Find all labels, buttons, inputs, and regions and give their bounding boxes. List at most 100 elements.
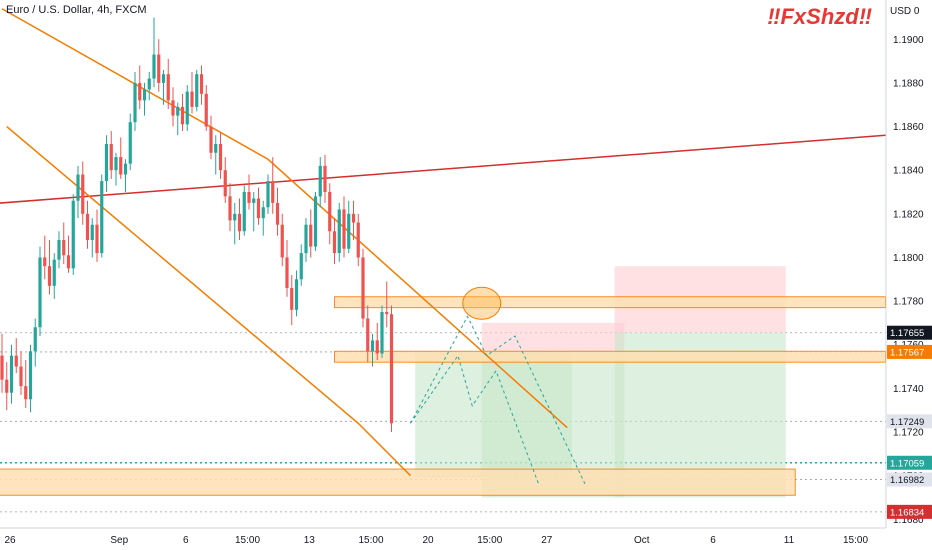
- candle-body: [52, 259, 56, 286]
- candle-body: [247, 192, 251, 203]
- channel-upper-line: [1, 8, 568, 429]
- candle-body: [104, 144, 109, 182]
- y-tick-label: 1.1860: [893, 122, 924, 133]
- candle-body: [119, 157, 123, 175]
- candle-body: [100, 181, 104, 254]
- y-tick-label: 1.1820: [893, 209, 924, 220]
- price-tag-bg: [887, 472, 932, 487]
- candle-body: [309, 224, 313, 247]
- x-tick-label: 15:00: [235, 535, 260, 546]
- price-tag-bg: [887, 455, 932, 470]
- candle-body: [233, 213, 237, 221]
- y-tick-label: 1.1780: [893, 297, 924, 308]
- highlight-circle: [462, 286, 502, 320]
- candle-body: [166, 74, 170, 101]
- projected-path: [410, 354, 540, 485]
- candle-body: [33, 327, 37, 352]
- y-tick-label: 1.1880: [893, 78, 924, 89]
- candle-body: [299, 253, 303, 280]
- candle-body: [190, 91, 194, 107]
- candle-body: [171, 100, 175, 116]
- candle-body: [285, 257, 289, 288]
- candle-body: [271, 181, 275, 203]
- candle-body: [0, 355, 4, 380]
- watermark-logo: ‼FxShzd‼: [767, 4, 872, 29]
- candle-body: [109, 144, 113, 171]
- zone-resistance: [334, 296, 886, 309]
- candle-body: [43, 257, 47, 267]
- y-tick-label: 1.1900: [893, 35, 924, 46]
- candle-body: [5, 379, 9, 393]
- x-tick-label: 6: [710, 535, 716, 546]
- candle-body: [261, 207, 265, 219]
- candle-body: [66, 255, 71, 269]
- x-tick-label: 13: [304, 535, 316, 546]
- candle-body: [76, 174, 80, 201]
- x-tick-label: Oct: [634, 535, 650, 546]
- price-tag-bg: [887, 325, 932, 340]
- candle-body: [366, 318, 370, 352]
- plot-area: [0, 8, 886, 513]
- x-tick-label: 26: [4, 535, 16, 546]
- candle-body: [256, 198, 261, 219]
- candle-body: [356, 222, 360, 258]
- candle-body: [38, 257, 42, 328]
- candle-body: [128, 122, 132, 164]
- price-tag-bg: [887, 504, 932, 519]
- candle-body: [290, 288, 294, 310]
- candle-body: [14, 355, 18, 367]
- candle-body: [237, 213, 242, 232]
- price-tag-bg: [887, 414, 932, 429]
- candle-body: [133, 82, 137, 123]
- time-axis-bg: [0, 528, 932, 550]
- candle-body: [337, 209, 341, 254]
- zone-support: [0, 468, 796, 496]
- candle-body: [176, 106, 180, 116]
- symbol-header[interactable]: Euro / U.S. Dollar, 4h, FXCM: [6, 4, 147, 16]
- candle-body: [9, 355, 14, 393]
- candle-body: [47, 266, 52, 286]
- candle-body: [242, 192, 246, 232]
- candle-body: [209, 126, 213, 153]
- candle-body: [380, 312, 384, 354]
- zone-mid: [334, 350, 886, 363]
- candle-body: [19, 366, 23, 387]
- candle-body: [214, 144, 218, 153]
- candle-body: [313, 196, 318, 247]
- time-axis: 26 Sep 6 15:00 13 15:00 20 15:00 27 Oct 6 11 15:00: [0, 527, 932, 550]
- candle-body: [228, 196, 232, 221]
- price-tag-label: 1.17567: [890, 347, 924, 358]
- x-tick-label: 15:00: [477, 535, 502, 546]
- candle-body: [71, 200, 75, 269]
- candle-body: [361, 257, 365, 319]
- candle-body: [28, 351, 33, 400]
- x-tick-label: 15:00: [358, 535, 383, 546]
- candle-body: [152, 54, 156, 79]
- candle-body: [157, 54, 161, 83]
- candle-body: [294, 279, 299, 310]
- x-tick-label: Sep: [110, 535, 128, 546]
- candle-body: [114, 157, 118, 171]
- candle-body: [195, 74, 199, 107]
- candle-body: [199, 74, 204, 94]
- candle-body: [62, 240, 66, 256]
- candle-body: [138, 82, 142, 101]
- y-tick-label: 1.1680: [893, 515, 924, 526]
- candle-body: [323, 165, 327, 192]
- candle-body: [24, 386, 28, 400]
- candle-body: [375, 340, 379, 354]
- candle-body: [95, 224, 99, 254]
- stop-loss-zone: [481, 322, 625, 352]
- candle-body: [185, 91, 189, 125]
- candle-body: [252, 198, 256, 203]
- candle-body: [81, 174, 85, 214]
- candle-body: [342, 209, 346, 249]
- candle-body: [147, 78, 151, 90]
- candle-body: [304, 224, 308, 254]
- y-tick-label: 1.1840: [893, 166, 924, 177]
- y-tick-label: 1.1740: [893, 384, 924, 395]
- x-tick-label: 27: [541, 535, 553, 546]
- candle-body: [389, 314, 394, 424]
- candle-body: [180, 106, 185, 125]
